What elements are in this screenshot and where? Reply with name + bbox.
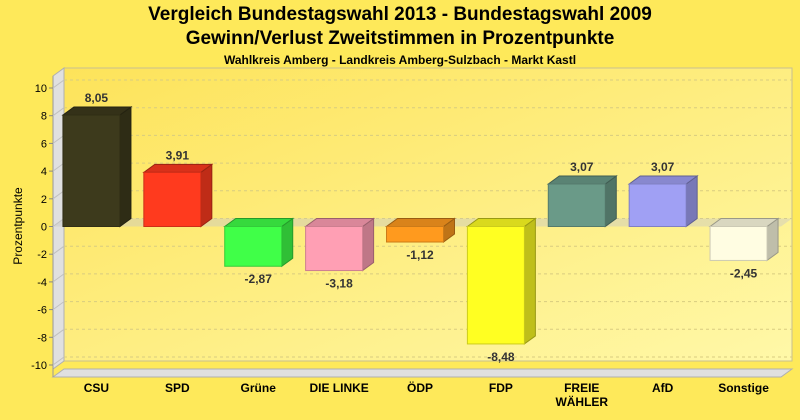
x-tick-label: WÄHLER [555,394,608,409]
bar-grüne [223,217,295,268]
x-tick-label: Grüne [241,381,277,395]
gridline-wall [52,218,65,227]
x-tick-label: FREIE [564,381,599,395]
bar-top [627,175,699,185]
bar-side [119,106,132,228]
bar-side [604,174,617,228]
y-tick-label: -8 [37,332,47,344]
bar-sonstige [708,217,780,262]
bar-top [304,218,376,227]
x-tick-label: AfD [652,381,674,395]
y-tick-label: -2 [37,249,47,261]
data-label: -8,48 [487,350,515,364]
gridline-wall [52,190,65,200]
gridline-wall [52,245,65,255]
bar-side [685,174,698,228]
data-label: -2,87 [245,272,273,286]
data-label: 3,07 [651,160,675,174]
x-tick-label: ÖDP [407,380,433,395]
y-tick-label: 2 [41,194,47,206]
data-label: -1,12 [406,248,434,262]
data-label: 3,91 [166,148,190,162]
gridline-wall [52,134,65,144]
chart-title: Vergleich Bundestagswahl 2013 - Bundesta… [148,4,652,25]
bar-top [708,218,780,227]
bar-top [384,218,457,227]
y-tick-label: -6 [37,305,47,317]
y-tick-label: 0 [41,222,47,234]
bar-front [547,183,606,227]
x-tick-label: DIE LINKE [309,381,368,395]
bar-freie-wähler [546,174,618,228]
bar-front [386,226,444,243]
bar-afd [627,174,699,228]
y-tick-label: -4 [37,277,47,289]
bar-top [61,106,133,116]
bar-spd [142,163,214,228]
gridline-wall [52,273,65,283]
bar-csu [61,106,133,228]
bar-ödp [384,217,457,243]
plot-left-wall [52,67,65,370]
bar-side [200,163,213,228]
gridline-wall [52,356,65,366]
bar-front [709,226,768,261]
bar-die-linke [304,217,376,272]
data-label: 8,05 [85,91,109,105]
data-label: -2,45 [730,266,758,280]
bar-top [465,218,537,227]
bar-front [224,226,283,267]
gridline-wall [52,328,65,338]
plot-floor [51,368,794,378]
data-label: 3,07 [570,160,594,174]
x-tick-label: FDP [489,381,513,395]
bar-front [143,171,202,227]
bar-side [362,217,375,272]
gridline-wall [52,79,65,89]
gridline-wall [52,107,65,117]
x-tick-label: SPD [165,381,190,395]
bar-front [62,114,121,227]
data-label: -3,18 [325,277,353,291]
x-tick-label: Sonstige [718,381,769,395]
gridline-wall [52,301,65,311]
y-axis-label: Prozentpunkte [11,187,25,265]
bar-front [466,226,525,345]
chart-title-2: Gewinn/Verlust Zweitstimmen in Prozentpu… [185,28,615,49]
y-tick-label: 6 [41,138,47,150]
y-tick-label: 10 [35,83,47,95]
bar-front [628,183,687,227]
y-tick-label: -10 [31,360,47,372]
y-tick-label: 8 [41,111,47,123]
bar-top [546,175,618,185]
x-tick-label: CSU [84,381,109,395]
bar-side [523,217,536,345]
bar-front [305,226,364,272]
gridline-wall [52,162,65,172]
chart-subtitle: Wahlkreis Amberg - Landkreis Amberg-Sulz… [223,53,577,67]
bar-top [142,163,214,173]
y-tick-label: 4 [41,166,47,178]
bar-fdp [465,217,537,345]
bar-top [223,218,295,227]
